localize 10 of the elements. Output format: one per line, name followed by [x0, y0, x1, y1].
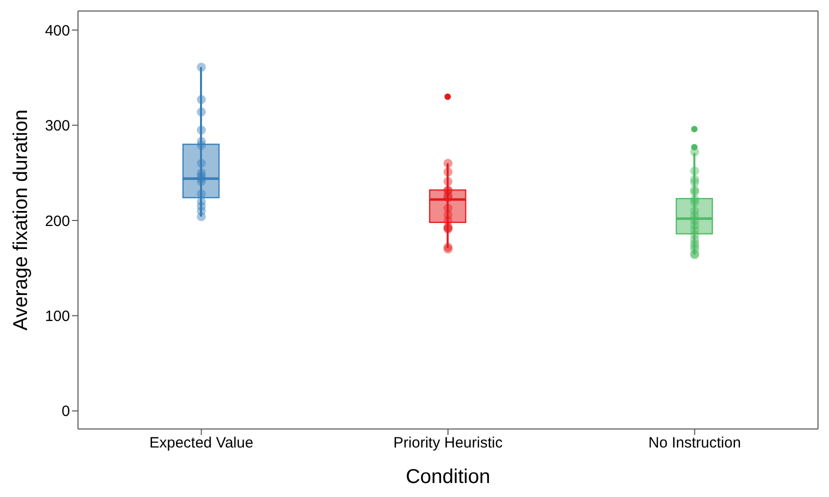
x-tick-label: No Instruction — [648, 434, 741, 452]
y-axis-title: Average fixation duration — [10, 110, 32, 330]
y-tick-label: 200 — [44, 212, 70, 230]
x-tick-label: Priority Heuristic — [393, 434, 504, 452]
x-tick-label: Expected Value — [149, 434, 254, 452]
x-axis-title: Condition — [406, 466, 490, 488]
y-tick-label: 100 — [44, 308, 70, 326]
y-tick-label: 400 — [44, 22, 70, 40]
y-tick-label: 300 — [44, 118, 70, 135]
y-tick-label: 0 — [62, 403, 70, 420]
